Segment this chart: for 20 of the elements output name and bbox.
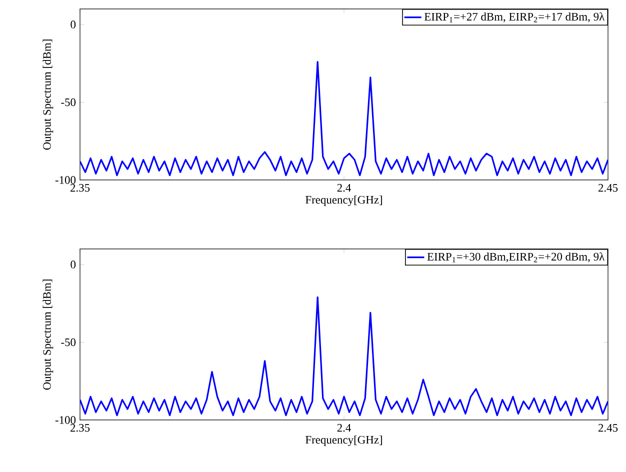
x-axis-title: Frequency[GHz] bbox=[306, 436, 382, 446]
y-tick-label: -50 bbox=[61, 338, 76, 346]
line-series bbox=[80, 296, 608, 416]
y-axis-title: Output Spectrum [dBm] bbox=[42, 40, 54, 150]
y-tick-label: 0 bbox=[70, 20, 76, 28]
line-series bbox=[80, 61, 608, 176]
x-tick-label: 2.35 bbox=[70, 184, 90, 192]
x-tick-label: 2.35 bbox=[70, 424, 90, 432]
legend-label: EIRP$_{1}$=+30 dBm,EIRP$_{2}$=+20 dBm, 9λ bbox=[427, 252, 605, 262]
x-tick-label: 2.4 bbox=[337, 424, 351, 432]
x-tick-label: 2.45 bbox=[598, 424, 618, 432]
y-tick-label: -100 bbox=[55, 416, 76, 424]
x-tick-label: 2.4 bbox=[337, 184, 351, 192]
x-axis-title: Frequency[GHz] bbox=[306, 196, 382, 206]
y-tick-label: -50 bbox=[61, 98, 76, 106]
legend-label: EIRP$_{1}$=+27 dBm, EIRP$_{2}$=+17 dBm, 9λ bbox=[424, 12, 605, 22]
y-tick-label: 0 bbox=[70, 260, 76, 268]
y-axis-title: Output Spectrum [dBm] bbox=[42, 280, 54, 390]
y-tick-label: -100 bbox=[55, 176, 76, 184]
x-tick-label: 2.45 bbox=[598, 184, 618, 192]
